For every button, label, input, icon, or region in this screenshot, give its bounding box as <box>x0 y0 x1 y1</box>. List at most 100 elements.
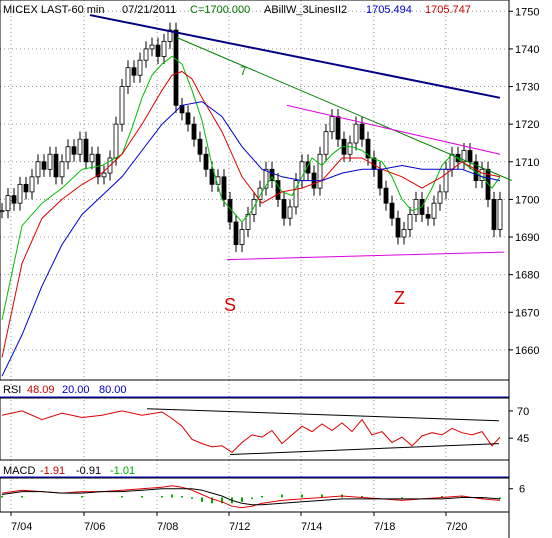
moving-average-blue-line <box>1 101 501 377</box>
macd-label: MACD <box>3 465 35 477</box>
macd-signal-line <box>1 488 501 506</box>
candle-body <box>491 199 497 230</box>
y-tick-label: 1670 <box>515 307 539 319</box>
pattern-label-z: Z <box>394 288 405 308</box>
candle-body <box>23 183 29 193</box>
instrument-title: MICEX LAST-60 min <box>3 4 104 16</box>
candle-body <box>323 131 329 155</box>
candle-body <box>329 116 335 133</box>
candle-body <box>131 67 137 76</box>
rsi-lower-trendline <box>229 443 500 456</box>
candle-body <box>245 214 251 230</box>
candle-body <box>287 206 293 219</box>
rsi-y-tick-label: 70 <box>517 406 529 418</box>
candle-body <box>197 138 203 155</box>
candle-body <box>413 199 419 215</box>
candle-body <box>191 123 197 140</box>
candle-body <box>77 138 83 155</box>
x-tick-label: 7/04 <box>11 521 32 533</box>
trendline-7 <box>176 37 513 182</box>
panels-frame <box>0 0 510 538</box>
rsi-value: 48.09 <box>27 384 55 396</box>
x-tick-label: 7/12 <box>229 521 250 533</box>
candle-body <box>317 153 323 189</box>
candle-body <box>425 214 431 219</box>
candle-body <box>401 229 407 238</box>
rsi-panel-frame <box>0 397 510 461</box>
x-tick-label: 7/18 <box>374 521 395 533</box>
upper-channel <box>286 104 501 155</box>
candle-body <box>35 161 41 178</box>
candle-body <box>11 195 17 204</box>
candle-body <box>335 116 341 140</box>
candle-body <box>275 180 281 200</box>
candle-body <box>113 123 119 159</box>
macd-signal: -0.91 <box>76 465 101 477</box>
lower-support <box>226 251 505 261</box>
macd-y-tick-label: 6 <box>519 484 525 496</box>
candle-body <box>119 86 125 125</box>
rsi-line <box>1 410 501 454</box>
macd-histogram: -1.01 <box>110 465 135 477</box>
candle-body <box>167 29 173 42</box>
header-indicator-value-2: 1705.747 <box>425 4 471 16</box>
macd-panel-frame <box>0 477 510 513</box>
x-tick-label: 7/20 <box>446 521 467 533</box>
macd-value: -1.91 <box>40 465 65 477</box>
y-tick-label: 1690 <box>515 232 539 244</box>
y-tick-label: 1710 <box>515 157 539 169</box>
candle-body <box>239 229 245 245</box>
candle-body <box>143 48 149 61</box>
candle-body <box>383 187 389 204</box>
candle-body <box>83 138 89 163</box>
candle-body <box>269 168 275 181</box>
header-indicator-value-1: 1705.494 <box>366 4 412 16</box>
candle-body <box>65 146 71 163</box>
candle-body <box>161 40 167 57</box>
candle-body <box>353 123 359 144</box>
rsi-lower-band: 20.00 <box>62 384 90 396</box>
trend-layer <box>89 14 513 456</box>
candle-body <box>407 214 413 230</box>
rsi-label: RSI <box>3 384 21 396</box>
candle-body <box>389 202 395 219</box>
candle-body <box>359 123 365 140</box>
price-panel-frame <box>0 0 510 381</box>
candle-body <box>185 112 191 125</box>
rsi-upper-trendline <box>146 408 500 422</box>
candle-body <box>41 161 47 170</box>
y-tick-label: 1700 <box>515 194 539 206</box>
candle-body <box>101 172 107 178</box>
header-indicator: ABillW_3LinesII2 <box>264 4 347 16</box>
x-tick-label: 7/08 <box>157 521 178 533</box>
candle-body <box>71 146 77 155</box>
candle-body <box>149 44 155 50</box>
y-tick-label: 1730 <box>515 82 539 94</box>
rsi-y-tick-label: 45 <box>517 433 529 445</box>
candle-body <box>281 199 287 219</box>
candle-body <box>263 168 269 189</box>
series-layer <box>0 22 503 509</box>
candle-body <box>467 150 473 163</box>
candle-body <box>5 195 11 212</box>
candle-body <box>395 217 401 238</box>
rsi-upper-band: 80.00 <box>99 384 127 396</box>
candle-body <box>53 153 59 178</box>
y-tick-label: 1720 <box>515 119 539 131</box>
moving-average-red-line <box>1 70 501 358</box>
candle-body <box>137 59 143 76</box>
header-date: 07/21/2011 <box>122 4 176 16</box>
descending-resistance <box>89 14 501 99</box>
candle-body <box>377 168 383 189</box>
candle-body <box>17 183 23 204</box>
candle-body <box>59 161 65 178</box>
candle-body <box>485 168 491 200</box>
candle-body <box>365 138 371 159</box>
candle-body <box>47 153 53 170</box>
y-tick-label: 1660 <box>515 345 539 357</box>
candle-body <box>89 153 95 163</box>
pattern-label-s: S <box>224 295 236 315</box>
candle-body <box>0 210 5 213</box>
x-tick-label: 7/14 <box>301 521 322 533</box>
